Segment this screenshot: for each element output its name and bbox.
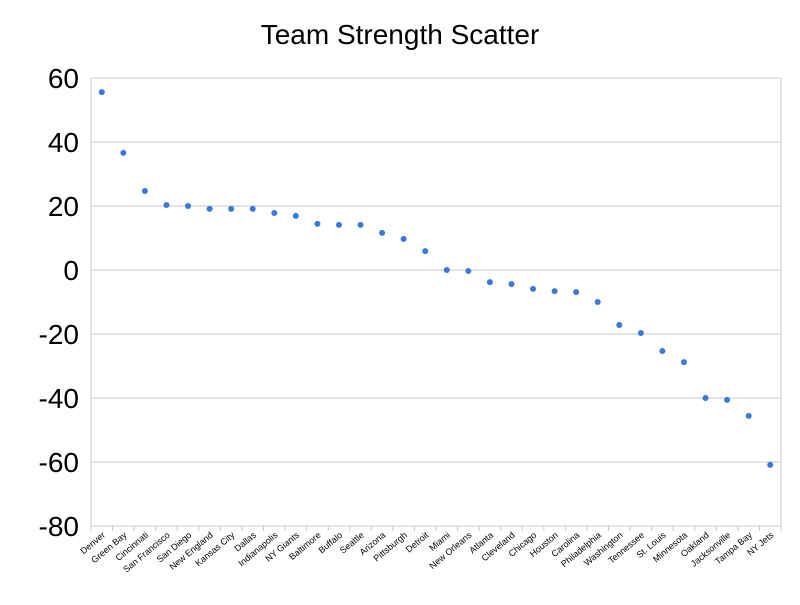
- data-point: [724, 396, 731, 403]
- data-point: [616, 322, 623, 329]
- y-tick-label: -80: [39, 511, 79, 542]
- data-point: [379, 229, 386, 236]
- y-tick-label: -20: [39, 319, 79, 350]
- data-point: [400, 235, 407, 242]
- data-point: [185, 203, 192, 209]
- data-point: [98, 89, 105, 96]
- data-point: [745, 412, 752, 419]
- y-tick-label: 20: [48, 191, 79, 222]
- data-point: [551, 288, 558, 295]
- data-point: [163, 202, 170, 209]
- data-point: [206, 205, 213, 212]
- data-point: [228, 205, 235, 212]
- data-point: [357, 221, 364, 228]
- y-tick-label: 40: [48, 127, 79, 158]
- data-point: [680, 359, 687, 366]
- y-tick-label: -60: [39, 447, 79, 478]
- data-point: [141, 187, 148, 194]
- data-point: [335, 221, 342, 228]
- data-point: [314, 220, 321, 227]
- data-point: [120, 149, 127, 156]
- data-point: [443, 267, 450, 273]
- y-tick-label: 60: [48, 63, 79, 94]
- chart-title: Team Strength Scatter: [261, 19, 540, 50]
- data-point: [767, 461, 774, 468]
- data-point: [637, 330, 644, 337]
- data-point: [659, 347, 666, 354]
- data-point: [573, 289, 580, 296]
- data-point: [702, 395, 709, 401]
- y-tick-label: 0: [63, 255, 79, 286]
- data-point: [486, 279, 493, 286]
- y-tick-label: -40: [39, 383, 79, 414]
- x-tick-label: Detroit: [404, 530, 431, 555]
- data-point: [422, 248, 429, 255]
- data-point: [249, 205, 256, 212]
- data-point: [594, 299, 601, 305]
- data-point: [530, 285, 537, 292]
- data-point: [271, 210, 278, 217]
- data-point: [508, 281, 515, 288]
- data-point: [465, 267, 472, 274]
- data-point: [292, 212, 299, 219]
